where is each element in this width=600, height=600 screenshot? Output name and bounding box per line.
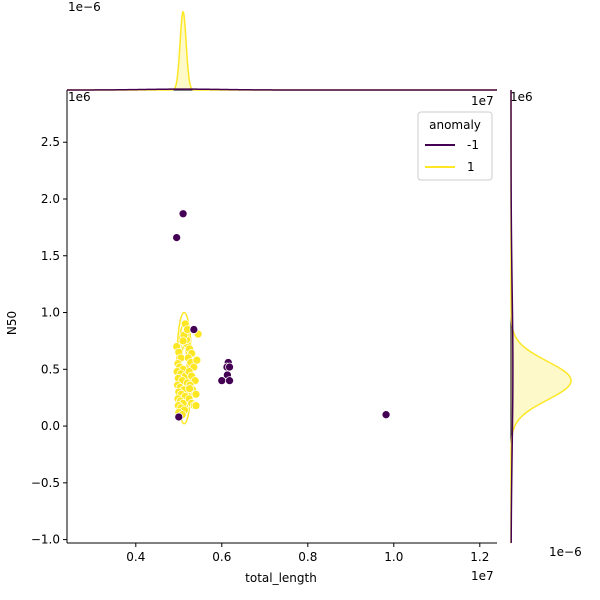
x-tick-label: 0.6 <box>212 550 231 564</box>
legend-title: anomaly <box>429 118 481 132</box>
x-tick-label: 1.0 <box>384 550 403 564</box>
point-neg1-7 <box>217 376 227 385</box>
x-tick-label: 0.8 <box>298 550 317 564</box>
y-tick-label: −1.0 <box>31 533 60 547</box>
top-marginal-offset-label: 1e−6 <box>68 0 101 14</box>
top-marginal-kde <box>66 11 497 91</box>
point-neg1-0 <box>178 209 188 219</box>
y-tick-label: 0.5 <box>41 362 60 376</box>
top-kde-line--1 <box>66 88 497 91</box>
point-neg1-10 <box>174 412 184 422</box>
y-tick-label: 2.0 <box>41 192 60 206</box>
point-1-49 <box>185 384 194 393</box>
x-tick-label: 0.4 <box>126 550 145 564</box>
legend: anomaly -1 1 <box>417 111 493 181</box>
point-neg1-5 <box>225 362 234 372</box>
point-neg1-1 <box>172 233 181 242</box>
point-neg1-2 <box>189 325 199 334</box>
x-offset-label-top: 1e7 <box>471 94 494 108</box>
point-1-45 <box>191 401 201 410</box>
point-1-37 <box>191 389 201 399</box>
point-neg1-9 <box>381 410 391 420</box>
right-marginal-offset-label-top: 1e6 <box>510 90 533 104</box>
y-offset-label: 1e6 <box>68 90 91 104</box>
axes: 0.4 0.6 0.8 1.0 1.2 −1.0 −0.5 0.0 0.5 1.0 1.5 2.0 2.… <box>31 90 497 564</box>
right-marginal-offset-label: 1e−6 <box>549 545 582 559</box>
x-axis-label: total_length <box>245 571 317 585</box>
y-tick-label: 2.5 <box>41 135 60 149</box>
y-axis-label: N50 <box>5 311 19 335</box>
y-tick-label: 1.0 <box>41 306 60 320</box>
y-tick-label: −0.5 <box>31 476 60 490</box>
x-offset-label: 1e7 <box>471 569 494 583</box>
x-tick-label: 1.2 <box>470 550 489 564</box>
right-kde-line--1 <box>510 90 514 544</box>
legend-label-1: 1 <box>467 160 475 174</box>
y-tick-label: 1.5 <box>41 249 60 263</box>
legend-label-neg1: -1 <box>467 138 479 152</box>
scatter-points <box>172 209 391 422</box>
point-neg1-8 <box>225 376 234 385</box>
y-tick-label: 0.0 <box>41 419 60 433</box>
right-marginal-kde <box>510 90 572 544</box>
point-1-44 <box>192 355 202 365</box>
point-1-48 <box>178 336 188 346</box>
